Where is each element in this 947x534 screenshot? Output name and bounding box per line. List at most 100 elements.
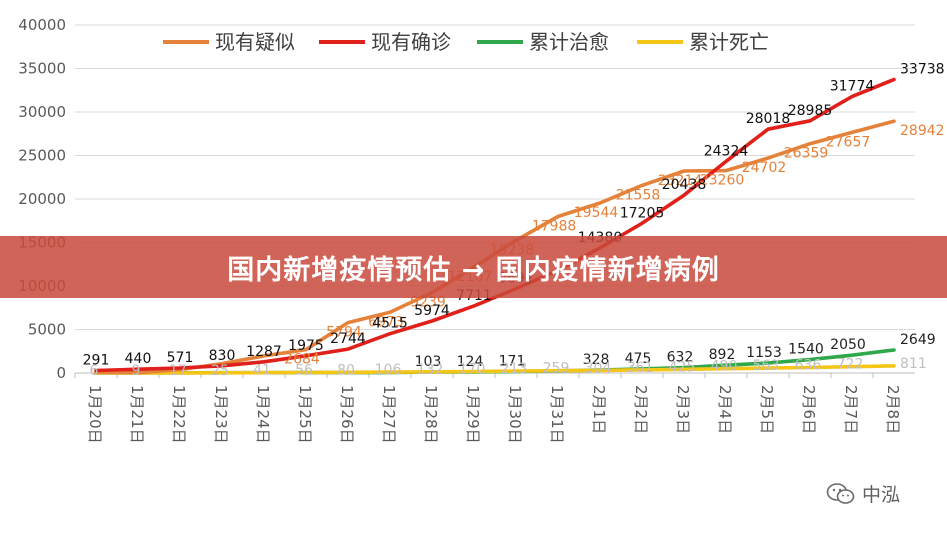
data-label: 1153 — [746, 345, 782, 361]
data-label: 25 — [211, 363, 229, 379]
grid-lines — [75, 24, 915, 374]
data-label: 17 — [169, 363, 187, 379]
data-label: 2744 — [330, 331, 366, 347]
data-label: 2684 — [284, 352, 320, 368]
data-label: 830 — [209, 348, 236, 364]
data-label: 20438 — [662, 177, 707, 193]
data-label: 328 — [583, 352, 610, 368]
data-label: 103 — [415, 354, 442, 370]
data-label: 304 — [585, 360, 612, 376]
data-label: 31774 — [830, 79, 875, 95]
data-label: 27657 — [826, 134, 871, 150]
data-label: 124 — [457, 354, 484, 370]
data-label: 21558 — [616, 187, 661, 203]
data-label: 56 — [295, 363, 313, 379]
data-label: 571 — [167, 350, 194, 366]
data-label: 1287 — [246, 344, 282, 360]
x-axis-ticks: 1月20日 1月21日 1月22日 1月23日 1月24日 1月25日 1月26日 1月27日… — [74, 373, 902, 444]
data-label: 80 — [337, 362, 355, 378]
x-tick-label: 1月21日 — [128, 385, 146, 444]
y-tick-label: 5000 — [28, 321, 66, 339]
y-tick-label: 30000 — [18, 103, 66, 121]
x-tick-label: 1月30日 — [506, 385, 524, 444]
data-label: 6973 — [368, 314, 404, 330]
x-tick-label: 2月5日 — [758, 385, 776, 434]
data-label: 24324 — [704, 143, 749, 159]
wechat-watermark: 中泓 — [826, 480, 900, 507]
data-label: 2050 — [830, 337, 866, 353]
data-label: 26359 — [784, 146, 829, 162]
x-tick-label: 1月26日 — [338, 385, 356, 444]
data-label: 23214 — [658, 173, 703, 189]
legend-label: 现有确诊 — [371, 30, 451, 54]
y-tick-label: 0 — [56, 364, 66, 382]
x-tick-label: 1月23日 — [212, 385, 230, 444]
data-label: 1540 — [788, 342, 824, 358]
data-label: 28985 — [788, 103, 833, 119]
x-tick-label: 1月20日 — [86, 385, 104, 444]
y-tick-label: 25000 — [18, 147, 66, 165]
data-label: 259 — [543, 361, 570, 377]
data-label: 171 — [499, 354, 526, 370]
legend-label: 累计死亡 — [689, 30, 769, 54]
x-tick-label: 2月6日 — [800, 385, 818, 434]
data-label: 636 — [795, 357, 822, 373]
data-label: 17205 — [620, 205, 665, 221]
x-tick-label: 1月29日 — [464, 385, 482, 444]
data-label: 106 — [375, 362, 402, 378]
x-tick-label: 2月3日 — [674, 385, 692, 434]
data-labels: 2684579469739239121671523817988195442155… — [83, 61, 945, 378]
data-label: 9 — [132, 363, 141, 379]
data-label: 9239 — [410, 295, 446, 311]
legend-label: 现有疑似 — [215, 30, 295, 54]
x-tick-label: 2月2日 — [632, 385, 650, 434]
data-label: 425 — [669, 359, 696, 375]
data-label: 892 — [709, 347, 736, 363]
data-label: 17988 — [532, 219, 577, 235]
x-tick-label: 1月27日 — [380, 385, 398, 444]
data-label: 23260 — [700, 173, 745, 189]
x-tick-label: 1月31日 — [548, 385, 566, 444]
x-tick-label: 2月4日 — [716, 385, 734, 434]
data-label: 490 — [711, 359, 738, 375]
data-label: 1975 — [288, 338, 324, 354]
y-tick-label: 35000 — [18, 60, 66, 78]
y-tick-label: 20000 — [18, 190, 66, 208]
legend: 现有疑似 现有确诊 累计治愈 累计死亡 — [163, 30, 769, 54]
x-tick-label: 2月7日 — [842, 385, 860, 434]
data-label: 24702 — [742, 160, 787, 176]
banner-title: 国内新增疫情预估 → 国内疫情新增病例 — [227, 254, 720, 286]
data-label: 19544 — [574, 205, 619, 221]
wechat-icon — [826, 482, 855, 504]
data-label: 563 — [753, 358, 780, 374]
y-axis-ticks: 0500010000150002000025000300003500040000 — [18, 16, 66, 382]
data-label: 132 — [417, 362, 444, 378]
title-banner: 国内新增疫情预估 → 国内疫情新增病例 — [0, 236, 947, 298]
data-label: 5974 — [414, 303, 450, 319]
legend-label: 累计治愈 — [529, 30, 609, 54]
data-label: 291 — [83, 352, 110, 368]
data-label: 41 — [253, 363, 271, 379]
data-label: 6 — [90, 363, 99, 379]
data-label: 5794 — [326, 325, 362, 341]
x-tick-label: 2月1日 — [590, 385, 608, 434]
x-tick-label: 2月8日 — [884, 385, 902, 434]
x-tick-label: 1月24日 — [254, 385, 272, 444]
data-label: 632 — [667, 350, 694, 366]
x-tick-label: 1月25日 — [296, 385, 314, 444]
data-label: 475 — [625, 351, 652, 367]
data-label: 33738 — [900, 61, 945, 77]
x-tick-label: 1月28日 — [422, 385, 440, 444]
data-label: 440 — [125, 351, 152, 367]
watermark-text: 中泓 — [862, 484, 901, 506]
data-label: 170 — [459, 362, 486, 378]
x-tick-label: 1月22日 — [170, 385, 188, 444]
data-label: 811 — [900, 356, 927, 372]
data-label: 213 — [501, 361, 528, 377]
data-label: 361 — [627, 360, 654, 376]
series-line-3 — [94, 364, 896, 375]
data-label: 28942 — [900, 123, 945, 139]
data-label: 2649 — [900, 332, 936, 348]
data-label: 4515 — [372, 316, 408, 332]
data-label: 722 — [837, 357, 864, 373]
